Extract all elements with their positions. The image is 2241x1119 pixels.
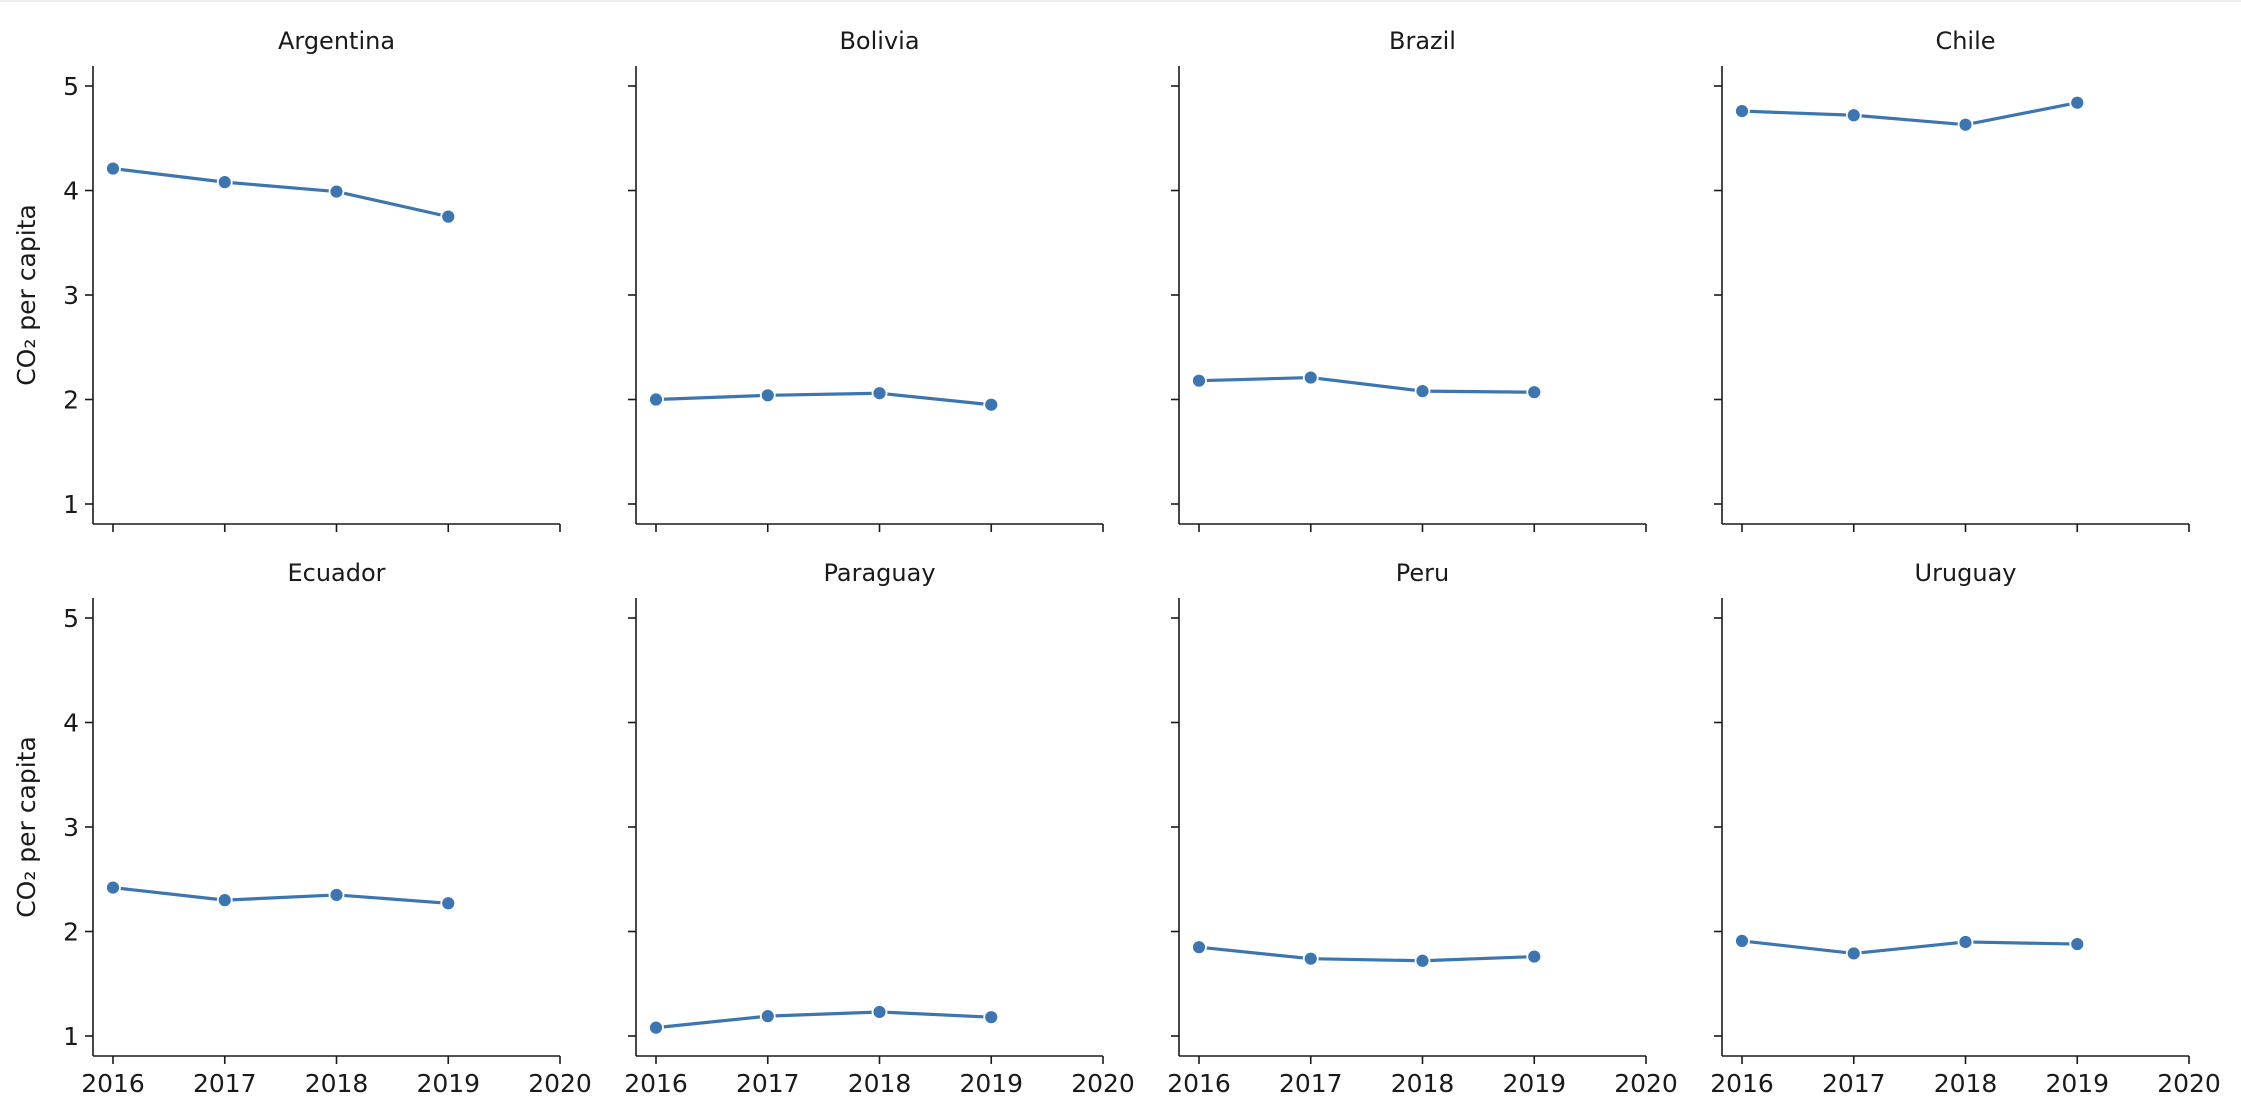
data-point-2016 [105, 879, 121, 896]
data-point-2017 [1302, 369, 1319, 386]
data-point-2019 [2069, 94, 2086, 111]
x-tick-label: 2017 [736, 1069, 800, 1098]
data-point-2019 [1526, 384, 1543, 401]
series-line [111, 886, 450, 905]
data-point-2019 [2069, 936, 2086, 952]
panel-brazil: Brazil [1171, 27, 1647, 532]
panel-title: Bolivia [839, 27, 919, 55]
data-point-2016 [648, 1019, 664, 1036]
x-tick-label: 2016 [81, 1069, 145, 1098]
data-point-2018 [871, 1004, 888, 1020]
panel-title: Chile [1935, 27, 1995, 55]
data-point-2019 [983, 396, 1000, 413]
data-point-2019 [1526, 948, 1543, 965]
y-axis-label: CO₂ per capita [12, 204, 41, 386]
data-point-2016 [1734, 933, 1750, 949]
x-tick-label: 2020 [2157, 1069, 2221, 1098]
x-tick-label: 2019 [1502, 1069, 1566, 1098]
series-line [1197, 945, 1536, 963]
series-line [654, 391, 993, 407]
x-tick-label: 2017 [1822, 1069, 1886, 1098]
panel-bolivia: Bolivia [628, 27, 1104, 532]
x-tick-label: 2019 [416, 1069, 480, 1098]
series-line [654, 1010, 993, 1030]
data-point-2017 [759, 387, 776, 404]
y-tick-label: 5 [63, 604, 79, 633]
panel-title: Peru [1396, 559, 1449, 587]
x-tick-label: 2017 [1279, 1069, 1343, 1098]
data-point-2016 [648, 391, 664, 408]
x-tick-label: 2018 [1934, 1069, 1998, 1098]
x-tick-label: 2020 [1071, 1069, 1135, 1098]
panel-uruguay: Uruguay 2016 2017 2018 2019 2020 [1710, 559, 2221, 1098]
data-point-2017 [216, 174, 233, 191]
data-point-2017 [1845, 107, 1862, 124]
panel-peru: Peru 2016 2017 2018 2019 2020 [1167, 559, 1678, 1098]
y-tick-label: 2 [63, 918, 79, 947]
data-point-2017 [1845, 945, 1862, 962]
series-line [1197, 375, 1536, 394]
x-tick-label: 2019 [2045, 1069, 2109, 1098]
y-tick-label: 3 [63, 813, 79, 842]
y-tick-label: 4 [63, 709, 79, 738]
data-point-2016 [1191, 939, 1207, 956]
data-point-2019 [440, 208, 457, 225]
data-point-2017 [759, 1008, 776, 1025]
panel-ecuador: Ecuador 1 2 3 4 5 2016 2017 2018 2019 2020 CO₂ per … [12, 559, 592, 1098]
y-tick-label: 1 [63, 490, 79, 519]
panel-paraguay: Paraguay 2016 2017 2018 2019 2020 [624, 559, 1135, 1098]
y-tick-label: 5 [63, 72, 79, 101]
data-point-2018 [1957, 116, 1974, 133]
y-tick-label: 1 [63, 1022, 79, 1051]
y-tick-label: 2 [63, 386, 79, 415]
x-tick-label: 2016 [1167, 1069, 1231, 1098]
panel-title: Uruguay [1915, 559, 2017, 587]
x-tick-label: 2016 [624, 1069, 688, 1098]
data-point-2019 [440, 895, 457, 912]
panel-title: Argentina [278, 27, 395, 55]
x-tick-label: 2020 [1614, 1069, 1678, 1098]
panel-title: Paraguay [823, 559, 935, 587]
data-point-2017 [216, 892, 233, 909]
panel-argentina: Argentina 1 2 3 4 5 CO₂ per capita [12, 27, 561, 532]
data-point-2018 [1414, 383, 1431, 400]
x-tick-label: 2018 [1391, 1069, 1455, 1098]
panel-chile: Chile [1714, 27, 2190, 532]
series-line [1740, 101, 2079, 127]
series-line [1740, 939, 2079, 956]
x-tick-label: 2019 [959, 1069, 1023, 1098]
series-line [111, 166, 450, 219]
x-tick-label: 2020 [528, 1069, 592, 1098]
x-tick-label: 2018 [848, 1069, 912, 1098]
data-point-2019 [983, 1009, 1000, 1026]
x-tick-label: 2018 [305, 1069, 369, 1098]
y-axis-label: CO₂ per capita [12, 736, 41, 918]
data-point-2018 [328, 887, 345, 903]
data-point-2018 [871, 385, 888, 402]
top-rule [0, 0, 2241, 2]
panel-title: Ecuador [287, 559, 385, 587]
data-point-2016 [1734, 103, 1750, 119]
y-tick-label: 4 [63, 177, 79, 206]
data-point-2018 [1957, 934, 1974, 950]
data-point-2018 [1414, 952, 1431, 969]
y-tick-label: 3 [63, 281, 79, 310]
data-point-2018 [328, 183, 345, 200]
data-point-2016 [1191, 372, 1207, 389]
data-point-2017 [1302, 950, 1319, 967]
x-tick-label: 2017 [193, 1069, 257, 1098]
panel-title: Brazil [1389, 27, 1456, 55]
x-tick-label: 2016 [1710, 1069, 1774, 1098]
data-point-2016 [105, 160, 121, 177]
